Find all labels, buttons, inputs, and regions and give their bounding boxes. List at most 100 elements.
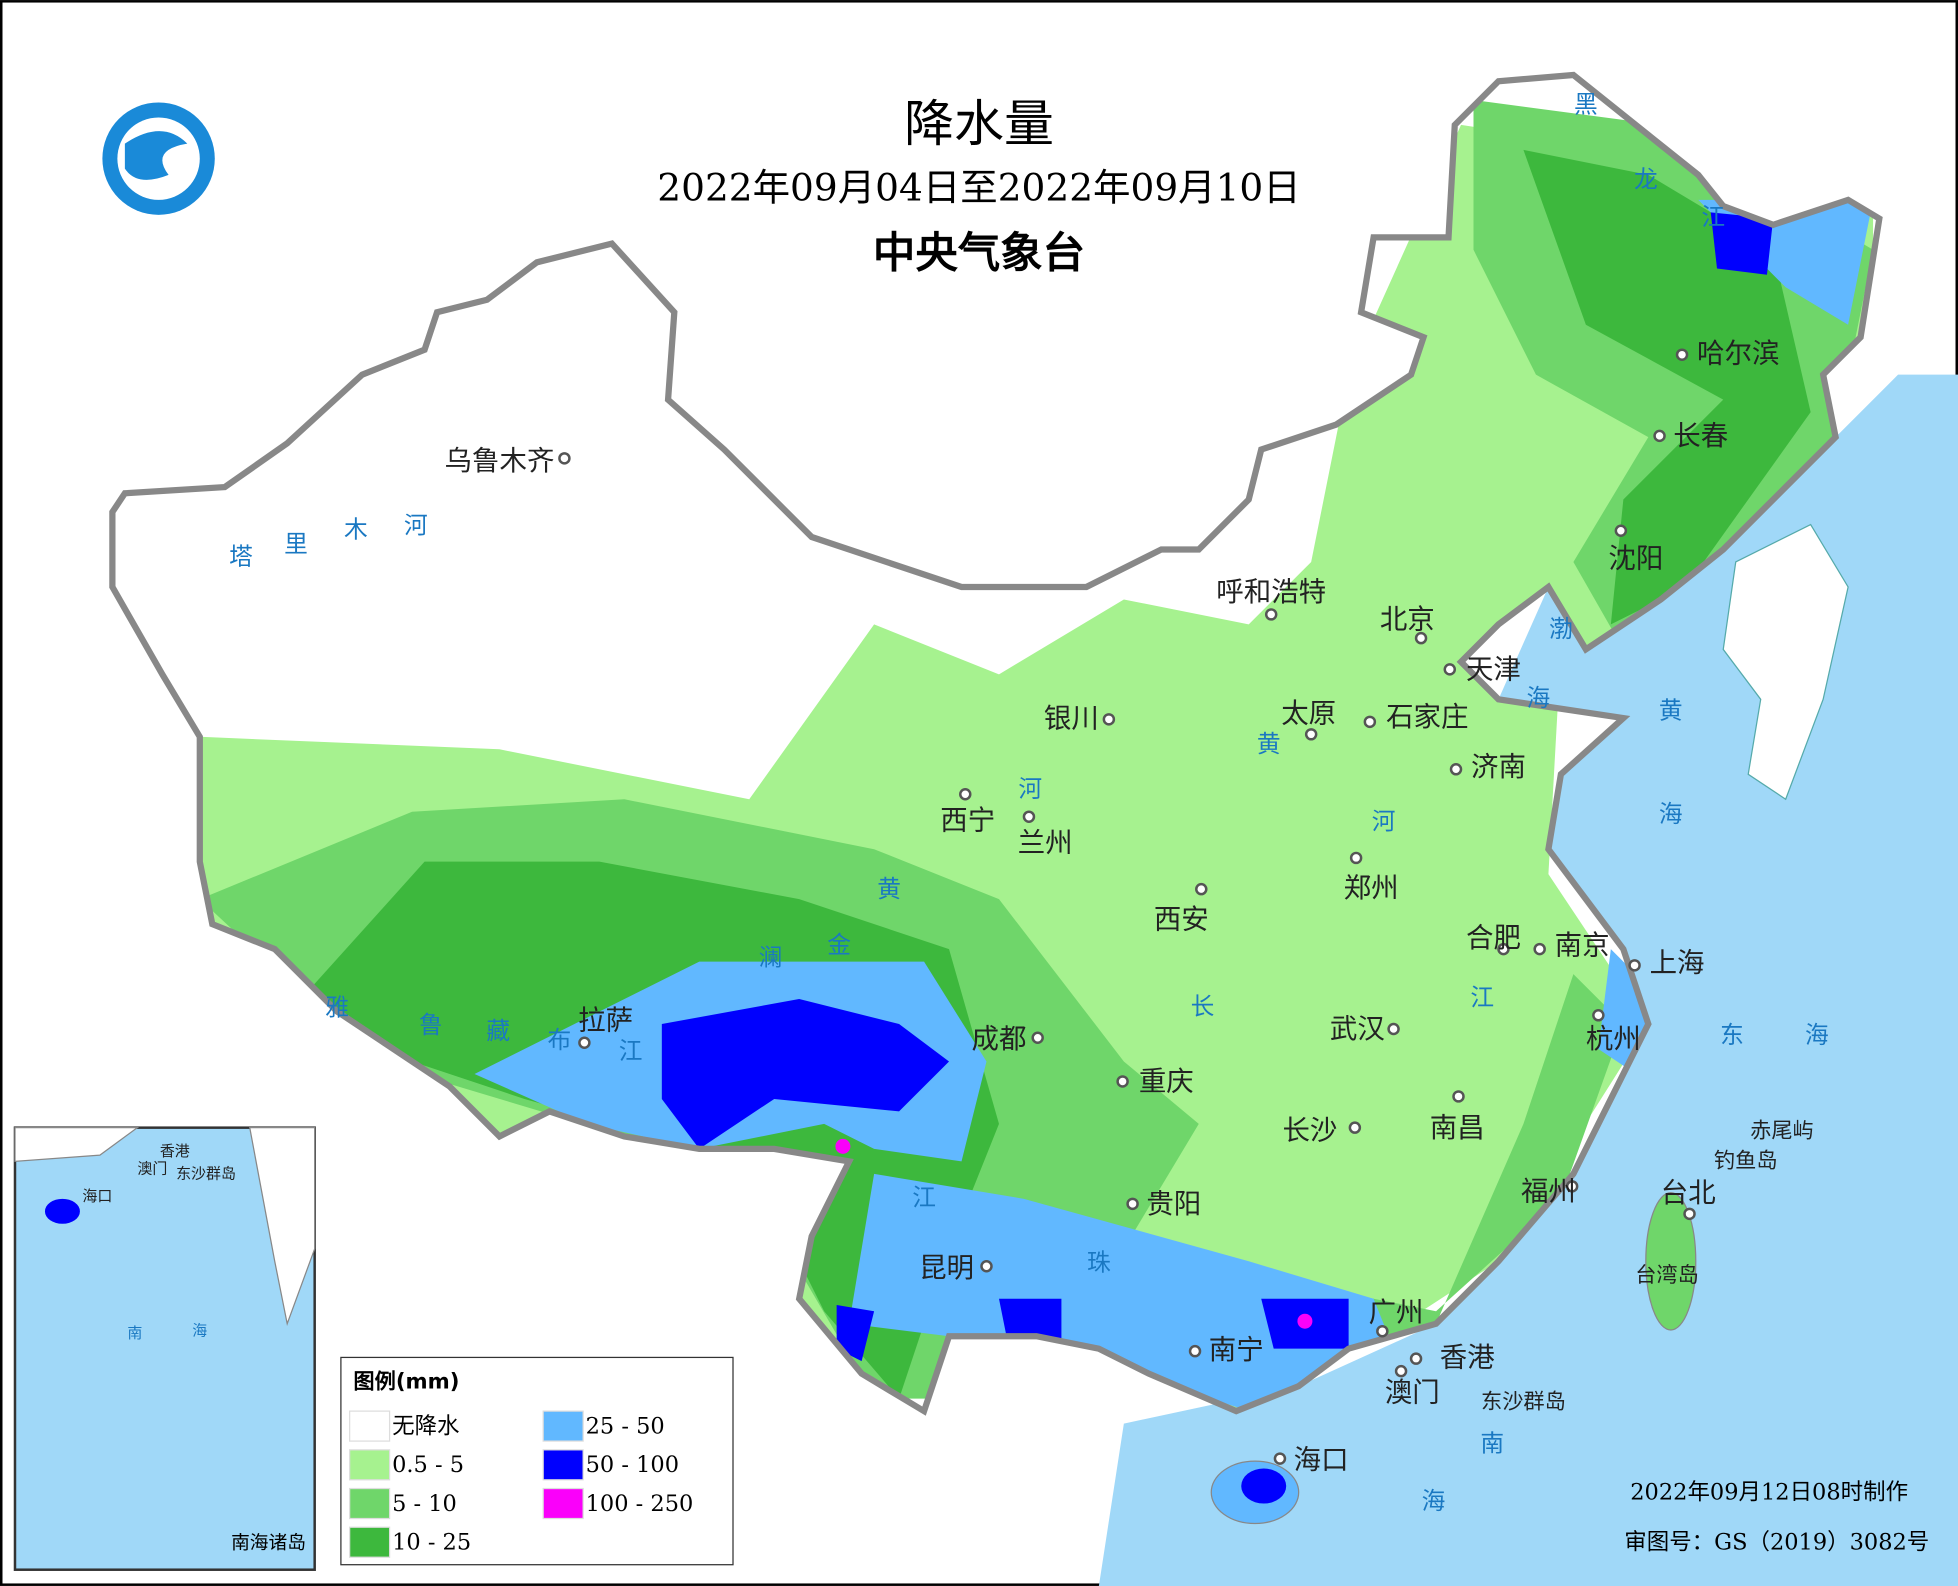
city-label: 长春 [1673,421,1728,452]
legend-swatch [542,1410,584,1442]
city-dot [1592,1009,1605,1022]
city-label: 西宁 [940,806,995,837]
legend-label: 25 - 50 [586,1413,665,1439]
city-dot [1628,959,1641,972]
city-label: 武汉 [1330,1014,1385,1045]
water-label: 海 [1527,684,1551,712]
water-label: 黄 [877,875,901,903]
city-label: 郑州 [1344,873,1399,904]
city-dot [1414,631,1428,645]
title: 降水量 [904,95,1054,153]
city-dot [1675,348,1689,361]
city-label: 南京 [1555,931,1610,962]
city-dot [1376,1324,1389,1338]
legend-label: 0.5 - 5 [392,1452,464,1478]
water-label: 长 [1191,992,1215,1020]
city-dot [1683,1207,1696,1221]
taiwan [1645,1191,1697,1331]
water-label: 河 [404,512,428,540]
island-label: 东沙群岛 [1481,1389,1566,1414]
water-label: 江 [912,1183,936,1211]
city-label: 天津 [1466,655,1521,686]
city-dot [1264,608,1278,621]
city-label: 成都 [972,1024,1027,1055]
city-dot [1533,942,1546,956]
city-dot [1116,1075,1129,1088]
city-label: 澳门 [1385,1378,1440,1409]
water-label: 布 [548,1026,572,1054]
city-label: 拉萨 [578,1006,633,1037]
city-dot [1349,851,1363,865]
city-dot [1304,728,1318,741]
city-dot [558,452,571,465]
city-label: 杭州 [1586,1024,1641,1055]
water-label: 南 [1480,1429,1504,1457]
inset-label: 南 [127,1324,142,1342]
city-label: 西安 [1154,904,1209,935]
issuer: 中央气象台 [873,230,1085,279]
water-label: 里 [284,530,308,558]
inset-label: 澳门 [137,1159,167,1177]
city-label: 上海 [1650,948,1705,979]
water-label: 渤 [1549,615,1573,643]
city-dot [1195,882,1208,896]
water-label: 海 [1659,800,1683,828]
city-dot [1126,1197,1139,1211]
water-label: 珠 [1087,1248,1111,1276]
island-label: 台湾岛 [1635,1263,1699,1288]
city-label: 重庆 [1139,1067,1194,1098]
water-label: 黄 [1257,730,1281,758]
city-label: 香港 [1440,1343,1495,1374]
city-dot [1443,663,1457,676]
island-label: 赤尾屿 [1750,1118,1814,1143]
city-label: 沈阳 [1608,543,1663,574]
inset-label: 海口 [82,1187,112,1205]
water-label: 海 [1422,1487,1446,1515]
city-label: 南宁 [1209,1335,1264,1366]
inset-label: 海 [192,1322,207,1340]
city-dot [980,1260,993,1273]
date-range: 2022年09月04日至2022年09月10日 [657,166,1300,210]
water-label: 龙 [1634,166,1658,194]
city-dot [1348,1121,1362,1134]
precipitation [187,99,1874,1412]
city-label: 南昌 [1430,1113,1485,1144]
legend-label: 10 - 25 [392,1529,471,1555]
legend-swatch [349,1487,391,1520]
city-dot [1031,1031,1044,1044]
island-label: 钓鱼岛 [1714,1148,1778,1173]
hainan-storm [1241,1468,1287,1504]
water-label: 鲁 [419,1011,443,1039]
water-label: 澜 [759,944,783,972]
water-label: 江 [619,1037,643,1065]
city-dot [1452,1090,1465,1103]
legend-label: 5 - 10 [392,1491,457,1517]
legend-label: 50 - 100 [586,1452,679,1478]
inset-title: 南海诸岛 [231,1533,306,1554]
city-label: 兰州 [1018,828,1073,859]
city-dot [1497,942,1510,956]
city-dot [1363,715,1377,729]
city-dot [1449,763,1463,776]
city-label: 福州 [1521,1177,1576,1208]
water-label: 河 [1018,775,1042,803]
city-label: 石家庄 [1386,702,1468,733]
legend-label: 100 - 250 [586,1491,694,1517]
water-label: 金 [827,931,851,959]
water-label: 藏 [486,1017,510,1045]
water-label: 东 [1720,1021,1744,1049]
city-label: 乌鲁木齐 [445,446,555,477]
city-dot [1653,429,1666,443]
city-dot [1102,713,1116,726]
water-label: 黄 [1659,696,1683,724]
area-storm [474,199,1874,1412]
inset-hainan [44,1198,80,1224]
area-extreme [835,1138,851,1154]
legend-label: 无降水 [392,1413,459,1439]
city-dot [1409,1352,1423,1365]
city-label: 昆明 [919,1253,974,1284]
city-dot [578,1036,591,1049]
korea [1722,523,1849,801]
city-label: 呼和浩特 [1216,577,1326,608]
legend-swatch [542,1487,584,1520]
